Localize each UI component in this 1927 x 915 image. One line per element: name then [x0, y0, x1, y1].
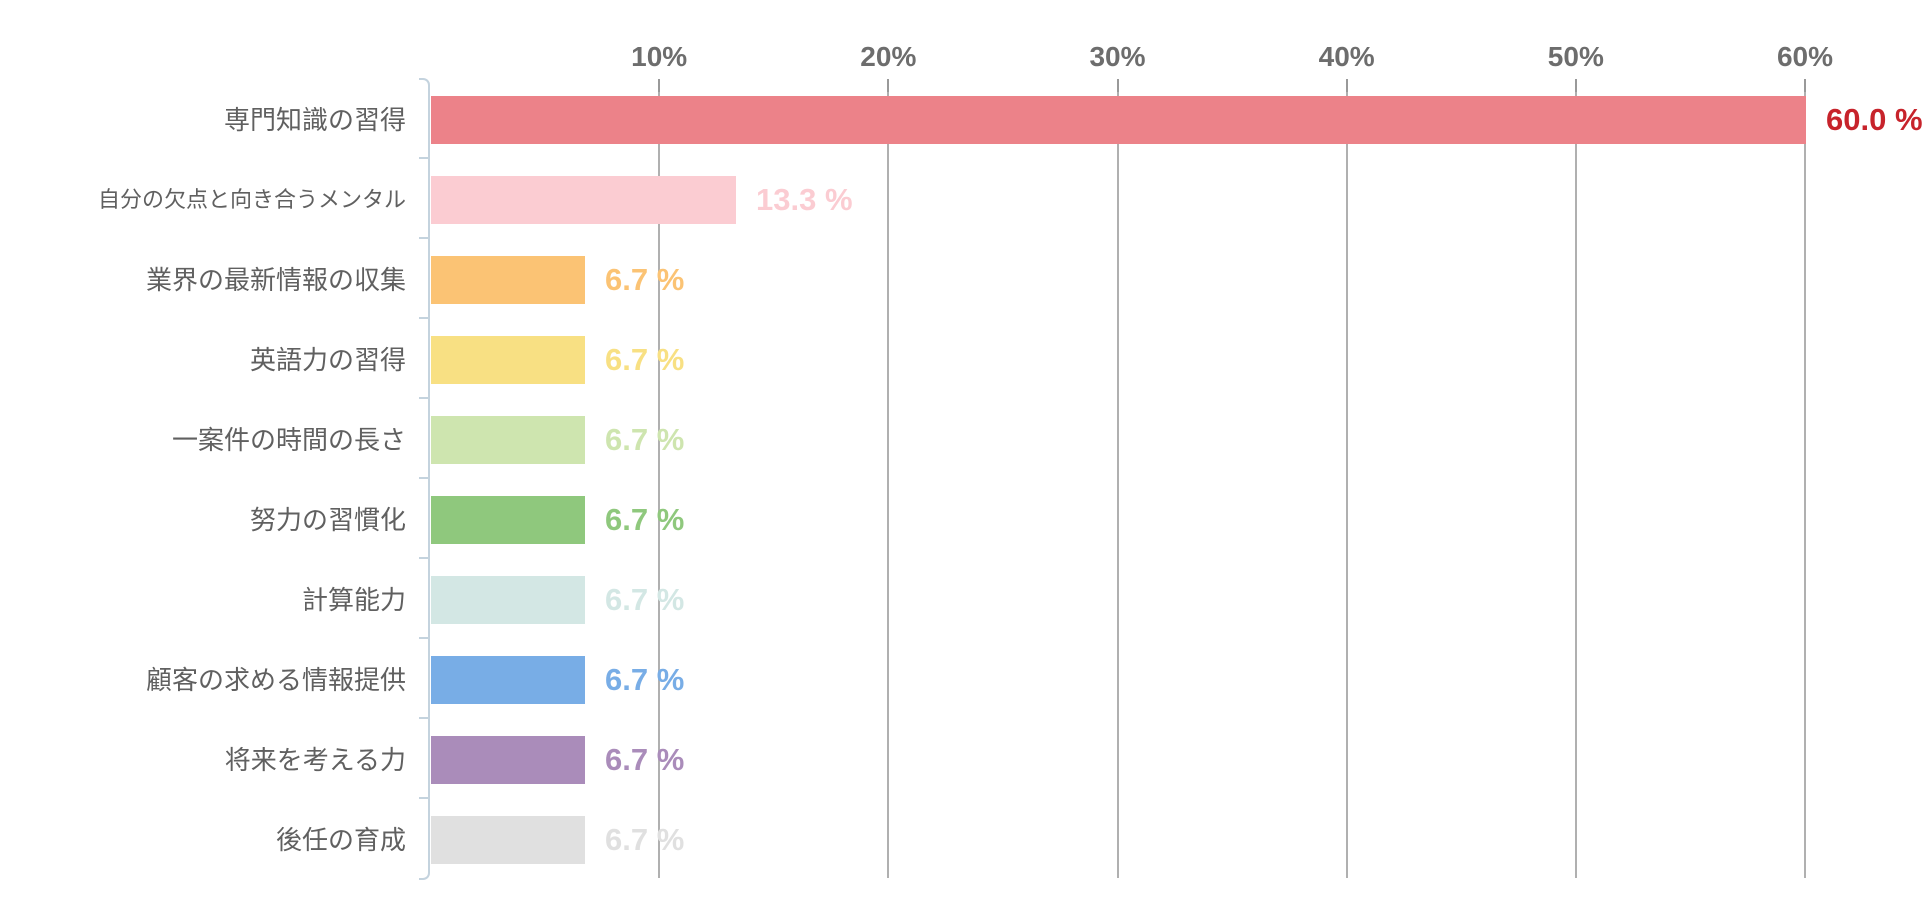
bar [431, 336, 585, 384]
category-label: 後任の育成 [275, 825, 406, 855]
x-axis-tick-label: 20% [860, 41, 917, 72]
value-label: 6.7 % [605, 262, 685, 297]
bar [431, 576, 585, 624]
value-label: 6.7 % [605, 342, 685, 377]
value-label: 6.7 % [605, 422, 685, 457]
value-label: 6.7 % [605, 662, 685, 697]
value-label: 60.0 % [1826, 102, 1923, 137]
x-axis-tick-mark [1574, 79, 1577, 92]
gridline [887, 92, 890, 878]
y-axis-category-tick [419, 717, 429, 719]
x-axis-tick-label: 40% [1318, 41, 1375, 72]
bar [431, 256, 585, 304]
x-axis-tick-mark [1345, 79, 1348, 92]
value-label: 6.7 % [605, 502, 685, 537]
category-label: 業界の最新情報の収集 [145, 265, 406, 295]
gridline [658, 92, 661, 878]
value-label: 13.3 % [756, 182, 853, 217]
x-axis-tick-label: 60% [1776, 41, 1834, 72]
category-label: 一案件の時間の長さ [171, 425, 406, 455]
y-axis-category-tick [419, 797, 429, 799]
x-axis-tick-label: 30% [1089, 41, 1146, 72]
bar [431, 416, 585, 464]
category-label: 努力の習慣化 [249, 505, 406, 535]
category-label: 英語力の習得 [249, 345, 406, 375]
category-label: 将来を考える力 [224, 745, 406, 775]
y-axis-category-tick [419, 637, 429, 639]
gridline [1116, 92, 1119, 878]
x-axis-tick-label: 50% [1547, 41, 1604, 72]
gridline [1345, 92, 1348, 878]
category-label: 計算能力 [301, 585, 406, 615]
y-axis-category-tick [419, 237, 429, 239]
bar [431, 176, 736, 224]
bar [431, 96, 1806, 144]
value-label: 6.7 % [605, 822, 685, 857]
category-label: 顧客の求める情報提供 [145, 665, 406, 695]
x-axis-tick-label: 10% [631, 41, 688, 72]
x-axis-tick-mark [658, 79, 661, 92]
x-axis-tick-mark [1804, 79, 1806, 92]
x-axis-tick-mark [887, 79, 890, 92]
bar [431, 656, 585, 704]
category-label: 専門知識の習得 [223, 105, 406, 135]
y-axis-bracket [419, 78, 430, 880]
bar [431, 736, 585, 784]
bar [431, 496, 585, 544]
value-label: 6.7 % [605, 582, 685, 617]
gridline [1804, 92, 1806, 878]
y-axis-category-tick [419, 477, 429, 479]
x-axis-tick-mark [1116, 79, 1119, 92]
category-label: 自分の欠点と向き合うメンタル [97, 187, 406, 212]
value-label: 6.7 % [605, 742, 685, 777]
y-axis-category-tick [419, 157, 429, 159]
y-axis-category-tick [419, 397, 429, 399]
y-axis-category-tick [419, 557, 429, 559]
bar [431, 816, 585, 864]
gridline [1574, 92, 1577, 878]
y-axis-category-tick [419, 317, 429, 319]
